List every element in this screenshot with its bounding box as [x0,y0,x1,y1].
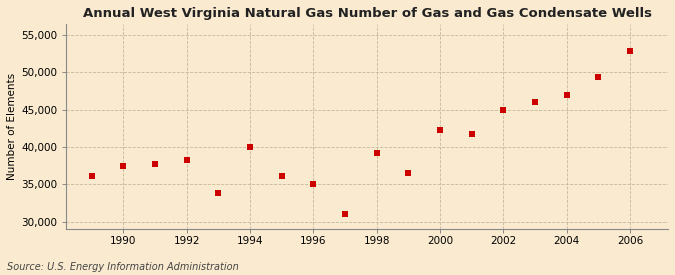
Point [213,191,223,196]
Point [308,182,319,186]
Point [624,49,635,53]
Point [150,162,161,166]
Point [403,171,414,175]
Point [435,128,446,132]
Point [466,131,477,136]
Point [562,93,572,97]
Point [593,75,603,79]
Point [118,164,129,169]
Point [276,174,287,178]
Point [244,145,255,149]
Text: Source: U.S. Energy Information Administration: Source: U.S. Energy Information Administ… [7,262,238,272]
Point [86,174,97,178]
Point [340,212,350,216]
Point [498,108,509,112]
Point [181,158,192,163]
Title: Annual West Virginia Natural Gas Number of Gas and Gas Condensate Wells: Annual West Virginia Natural Gas Number … [82,7,651,20]
Point [371,151,382,155]
Y-axis label: Number of Elements: Number of Elements [7,73,17,180]
Point [530,99,541,104]
